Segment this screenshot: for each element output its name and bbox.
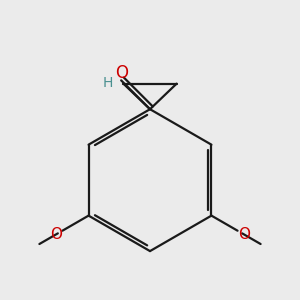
Text: O: O — [50, 227, 62, 242]
Text: H: H — [103, 76, 113, 90]
Text: O: O — [238, 227, 250, 242]
Text: O: O — [115, 64, 128, 82]
